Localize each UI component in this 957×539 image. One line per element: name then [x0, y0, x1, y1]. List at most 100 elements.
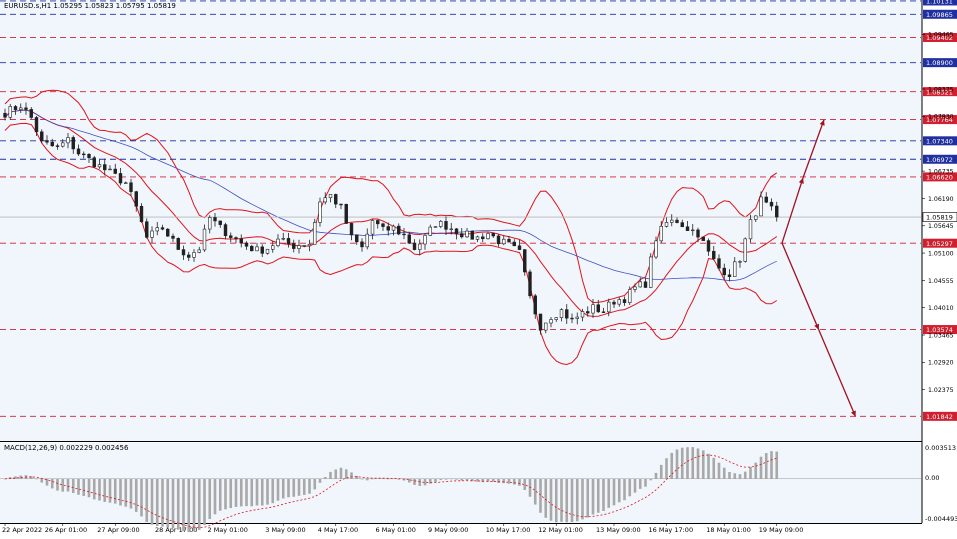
projection-arrow [781, 242, 820, 331]
candle-body [118, 173, 123, 184]
price-axis-ticks: 1.09465 1.08375 1.07830 1.06735 1.06190 1.056… [922, 32, 954, 394]
macd-bar [56, 478, 59, 491]
candle-body [92, 157, 96, 168]
macd-bar [686, 447, 689, 479]
candle-body [66, 137, 70, 144]
candle-body [318, 201, 322, 223]
macd-bar [19, 475, 23, 479]
bollinger-bands [4, 89, 778, 366]
macd-bar [145, 478, 149, 522]
macd-bar [360, 478, 364, 480]
macd-bar [182, 478, 185, 532]
candle-body [654, 240, 658, 258]
symbol-header: EURUSD.s,H1 1.05295 1.05823 1.05795 1.05… [4, 2, 176, 10]
time-tick-label: 13 May 09:00 [596, 526, 641, 534]
candle-body [82, 153, 86, 156]
macd-bar [29, 476, 33, 479]
price-tick-label: 1.06190 [928, 196, 954, 203]
macd-tick-bottom: -0.004493 [925, 515, 957, 523]
macd-bar [203, 478, 206, 526]
candle-body [407, 234, 411, 244]
price-tick-label: 1.09465 [928, 32, 954, 39]
candle-body [722, 267, 726, 276]
macd-bar [87, 478, 91, 498]
macd-bar [155, 478, 159, 526]
candle-body [29, 109, 33, 118]
current-price-label: 1.05819 [926, 214, 953, 222]
price-level-label: 1.03574 [926, 326, 953, 334]
candle-body [239, 238, 243, 244]
macd-bar [560, 478, 563, 522]
candle-body [717, 258, 721, 269]
macd-bar [460, 478, 464, 481]
time-tick-label: 27 Apr 09:00 [97, 526, 139, 534]
price-level-label: 1.08321 [926, 88, 953, 96]
candle-body [34, 117, 39, 133]
macd-bar [108, 478, 112, 503]
macd-bar [654, 472, 658, 479]
candle-body [544, 322, 548, 331]
macd-bar [402, 478, 406, 481]
candle-body [97, 164, 102, 168]
time-tick-label: 26 Apr 01:00 [45, 526, 87, 534]
price-level-label: 1.06972 [926, 156, 953, 164]
candle-body [733, 261, 737, 277]
macd-bar [476, 478, 479, 482]
macd-bar [276, 478, 280, 501]
candle-body [124, 182, 128, 184]
candle-body [129, 182, 133, 192]
price-tick-label: 1.08375 [928, 86, 954, 93]
candle-body [381, 223, 385, 227]
candle-body [108, 168, 112, 171]
candle-body [213, 217, 217, 222]
macd-bar [770, 451, 773, 479]
candle-body [475, 236, 480, 240]
macd-bar [617, 478, 621, 503]
candle-body [460, 233, 464, 238]
time-tick-label: 18 May 01:00 [706, 526, 751, 534]
macd-histogram [0, 447, 921, 533]
price-levels: 1.10131 1.09865 1.09402 1.08900 1.08321 1.077… [0, 0, 957, 421]
macd-bar [659, 464, 663, 479]
macd-bar [754, 462, 758, 479]
price-level-label-box [923, 136, 957, 146]
macd-plot-area [0, 443, 922, 523]
candle-body [549, 319, 553, 324]
macd-bar [491, 478, 495, 482]
candle-body [234, 237, 238, 240]
candle-body [612, 301, 616, 305]
time-axis-ticks: 22 Apr 2022 26 Apr 01:00 27 Apr 09:00 28 Ap… [2, 523, 803, 534]
candle-body [307, 243, 312, 247]
moving-average-line [4, 109, 777, 282]
macd-bar [665, 458, 668, 479]
candle-body [486, 233, 490, 240]
candle-body [365, 233, 369, 248]
macd-bar [119, 478, 122, 506]
macd-bar [218, 478, 222, 511]
macd-bar [192, 478, 196, 532]
candle-body [559, 309, 564, 319]
macd-bar [224, 478, 227, 510]
projection-arrowhead [798, 177, 804, 184]
bollinger-upper-line [4, 89, 778, 304]
price-level-label-box [923, 238, 957, 248]
macd-bar [749, 466, 752, 479]
macd-bar [439, 478, 443, 481]
time-tick-label: 4 May 17:00 [318, 526, 358, 534]
macd-bar [733, 473, 737, 479]
macd-bar [691, 447, 695, 479]
macd-bar [287, 478, 290, 498]
time-tick-label: 19 May 09:00 [759, 526, 804, 534]
candle-body [134, 191, 138, 207]
candle-body [19, 107, 23, 110]
candle-body [313, 222, 317, 245]
candle-body [601, 311, 606, 313]
macd-bar [392, 478, 395, 480]
candle-body [150, 230, 154, 238]
macd-bar [234, 478, 238, 507]
macd-bar [428, 478, 432, 484]
candle-body [449, 228, 453, 230]
macd-bar [323, 476, 327, 479]
candle-body [754, 215, 758, 220]
candle-body [145, 221, 149, 238]
